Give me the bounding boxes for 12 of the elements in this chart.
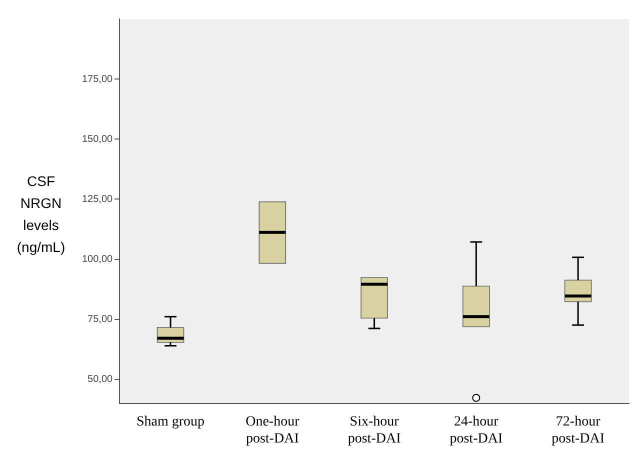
y-tick-label: 100,00 xyxy=(82,254,114,265)
x-tick-label: One-hour post-DAI xyxy=(246,414,300,446)
y-tick-label: 75,00 xyxy=(88,314,114,326)
y-axis-title: CSF NRGN levels (ng/mL) xyxy=(16,172,66,257)
x-tick-label: 72-hour post-DAI xyxy=(552,414,605,446)
x-tick-label: Six-hour post-DAI xyxy=(348,414,402,446)
y-tick-label: 125,00 xyxy=(82,194,114,205)
y-tick-label: 150,00 xyxy=(82,134,114,145)
y-tick-label: 50,00 xyxy=(88,374,114,386)
x-tick-label: Sham group xyxy=(136,414,205,430)
y-tick-label: 175,00 xyxy=(82,74,114,85)
x-tick-label: 24-hour post-DAI xyxy=(450,414,503,446)
